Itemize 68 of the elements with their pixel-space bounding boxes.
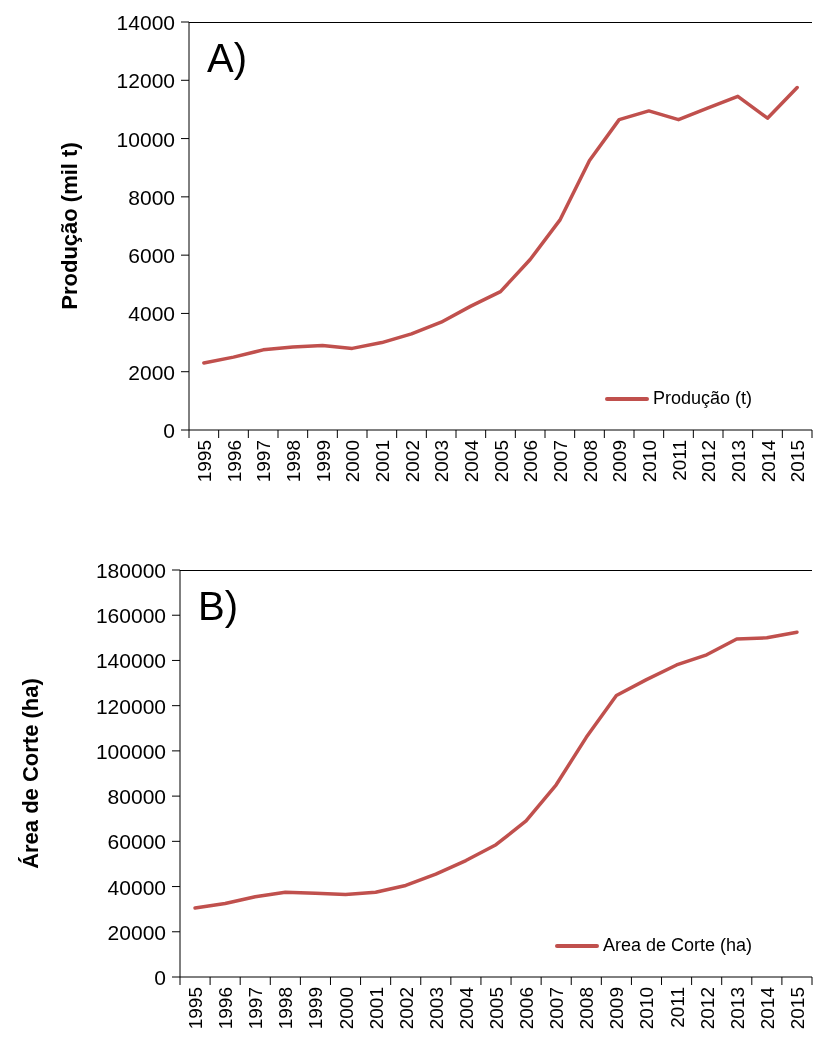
y-tick-label: 60000: [107, 829, 166, 853]
x-tick-label: 2001: [365, 987, 387, 1030]
x-tick-label: 2009: [608, 440, 630, 483]
x-tick-label: 2015: [786, 440, 808, 483]
y-tick-label: 4000: [128, 301, 175, 325]
x-tick-label: 2000: [335, 987, 357, 1030]
y-tick-label: 80000: [107, 784, 166, 808]
x-tick-label: 2004: [460, 439, 482, 483]
y-tick-label: 6000: [128, 243, 175, 267]
x-tick-label: 2003: [425, 987, 447, 1030]
x-tick-label: 2006: [519, 440, 541, 483]
chart-title: A): [207, 36, 247, 80]
x-tick-label: 1998: [274, 987, 296, 1030]
x-tick-label: 2006: [515, 987, 537, 1030]
x-tick-label: 2010: [635, 987, 657, 1030]
chart-title: B): [198, 584, 238, 628]
x-tick-label: 2013: [727, 440, 749, 483]
x-tick-label: 1995: [193, 440, 215, 483]
x-tick-label: 2002: [395, 987, 417, 1030]
y-tick-label: 2000: [128, 360, 175, 384]
legend-label: Area de Corte (ha): [602, 935, 752, 955]
x-tick-label: 2000: [341, 440, 363, 483]
x-tick-label: 2009: [605, 987, 627, 1030]
y-axis-title: Área de Corte (ha): [17, 678, 43, 869]
y-tick-label: 120000: [95, 694, 166, 718]
x-tick-label: 2012: [697, 440, 719, 483]
x-tick-label: 2014: [756, 986, 778, 1030]
y-tick-label: 10000: [116, 127, 175, 151]
y-tick-label: 0: [154, 965, 166, 989]
x-tick-label: 1995: [184, 987, 206, 1030]
y-tick-label: 140000: [95, 648, 166, 672]
x-tick-label: 2008: [579, 440, 600, 483]
y-tick-label: 14000: [116, 10, 175, 34]
x-tick-label: 2008: [575, 987, 597, 1030]
x-tick-label: 2003: [430, 440, 452, 483]
y-tick-label: 40000: [107, 875, 166, 899]
line-series: [202, 85, 799, 365]
x-tick-label: 1996: [223, 440, 244, 483]
y-tick-label: 160000: [95, 603, 166, 627]
x-tick-label: 2013: [726, 987, 748, 1030]
x-tick-label: 2014: [757, 439, 778, 483]
y-axis-title: Produção (mil t): [56, 142, 82, 310]
x-tick-label: 2011: [668, 440, 689, 481]
x-tick-label: 1997: [252, 440, 274, 483]
line-series: [193, 630, 799, 910]
y-tick-label: 8000: [128, 185, 175, 209]
x-tick-label: 2010: [638, 440, 660, 483]
y-tick-label: 0: [163, 418, 175, 442]
x-tick-label: 2004: [455, 986, 477, 1030]
y-tick-label: 100000: [95, 739, 166, 763]
y-tick-label: 12000: [116, 68, 175, 92]
x-tick-label: 2002: [401, 440, 422, 483]
x-tick-label: 1999: [304, 987, 326, 1030]
y-tick-label: 180000: [95, 558, 166, 582]
x-tick-label: 2011: [666, 987, 688, 1028]
y-tick-label: 20000: [107, 920, 166, 944]
x-tick-label: 2001: [371, 440, 393, 483]
x-tick-label: 1998: [282, 440, 304, 483]
x-tick-label: 2015: [786, 987, 808, 1030]
legend-label: Produção (t): [652, 388, 752, 408]
x-tick-label: 2005: [490, 440, 511, 483]
x-tick-label: 2007: [549, 440, 571, 483]
x-tick-label: 1999: [312, 440, 333, 483]
x-tick-label: 2007: [545, 987, 567, 1030]
x-tick-label: 2012: [696, 987, 718, 1030]
x-tick-label: 2005: [485, 987, 507, 1030]
x-tick-label: 1997: [244, 987, 266, 1030]
x-tick-label: 1996: [214, 987, 236, 1030]
